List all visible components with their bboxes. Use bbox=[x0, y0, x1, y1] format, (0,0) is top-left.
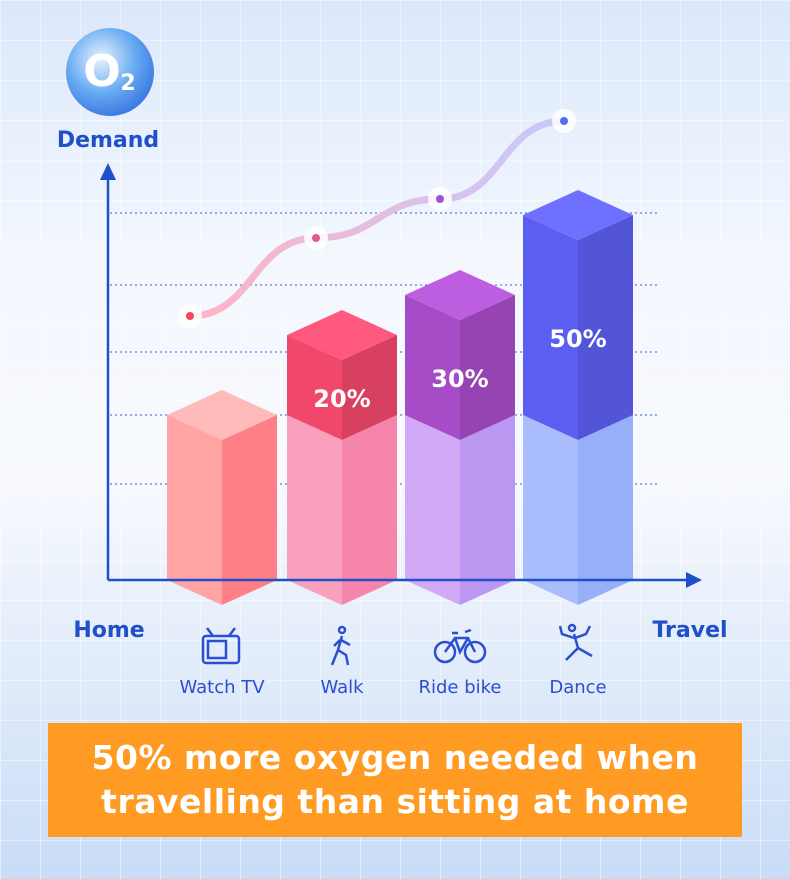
y-axis-label: Demand bbox=[57, 128, 159, 153]
category-label: Ride bike bbox=[418, 677, 501, 698]
bar-base-right bbox=[342, 415, 397, 605]
bar-base-left bbox=[167, 415, 222, 605]
bar-base-right bbox=[578, 415, 633, 605]
category-label: Walk bbox=[320, 677, 364, 698]
bar-top bbox=[523, 190, 633, 240]
bar-top bbox=[405, 270, 515, 320]
badge-text: O bbox=[83, 46, 120, 97]
bar-extra-left bbox=[523, 215, 578, 440]
trend-dot bbox=[186, 312, 194, 320]
trend-line bbox=[186, 117, 568, 320]
banner: 50% more oxygen needed when travelling t… bbox=[48, 723, 742, 837]
value-label: 50% bbox=[549, 325, 606, 353]
icons bbox=[201, 623, 593, 666]
x-start-label: Home bbox=[73, 618, 144, 643]
bar-base-left bbox=[523, 415, 578, 605]
bar-extra-right bbox=[460, 295, 515, 440]
badge-orb bbox=[66, 28, 154, 116]
trend-dot bbox=[312, 234, 320, 242]
bar-base-right bbox=[460, 415, 515, 605]
bar-base-left bbox=[287, 415, 342, 605]
x-end-label: Travel bbox=[652, 618, 727, 643]
category-label: Dance bbox=[549, 677, 606, 698]
badge-subscript: 2 bbox=[120, 71, 135, 96]
trend-dot bbox=[436, 195, 444, 203]
value-label: 30% bbox=[431, 365, 488, 393]
trend-dot bbox=[560, 117, 568, 125]
axes bbox=[100, 163, 702, 588]
bar-extra-right bbox=[342, 335, 397, 440]
bar-extra-right bbox=[578, 215, 633, 440]
bar-base-right bbox=[222, 415, 277, 605]
category-label: Watch TV bbox=[179, 677, 265, 698]
bar-base-left bbox=[405, 415, 460, 605]
bar-extra-left bbox=[405, 295, 460, 440]
bar-top bbox=[287, 310, 397, 360]
value-label: 20% bbox=[313, 385, 370, 413]
bar-extra-left bbox=[287, 335, 342, 440]
bar-top bbox=[167, 390, 277, 440]
